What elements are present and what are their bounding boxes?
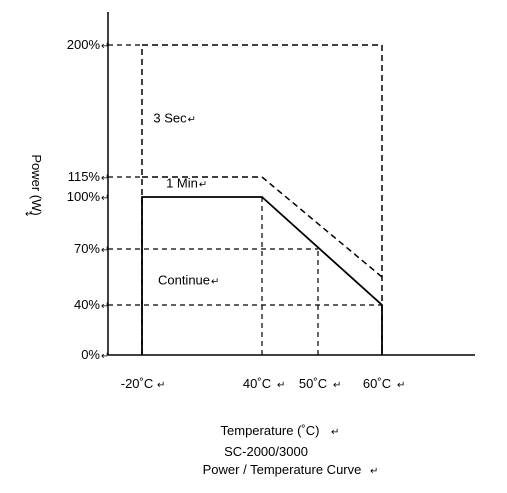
region-labels: 3 Sec ↵1 Min ↵Continue ↵ [153, 111, 219, 288]
series-lines [141, 44, 383, 355]
paragraph-mark: ↵ [101, 301, 109, 312]
x-tick-label: -20˚C [121, 376, 154, 391]
paragraph-mark: ↵ [277, 380, 285, 391]
paragraph-mark: ↵ [101, 193, 109, 204]
region-label: 1 Min [166, 176, 198, 191]
paragraph-mark: ↵ [199, 180, 207, 191]
paragraph-mark: ↵ [397, 380, 405, 391]
y-tick-label: 0% [81, 347, 100, 362]
region-label: 3 Sec [153, 111, 187, 126]
paragraph-mark: ↵ [370, 466, 378, 477]
x-tick-label: 40˚C [243, 376, 271, 391]
paragraph-mark: ↵ [211, 276, 219, 287]
series-line-2 [142, 176, 383, 278]
y-tick-label: 100% [67, 189, 101, 204]
axes [107, 12, 475, 356]
paragraph-mark: ↵ [25, 209, 33, 220]
y-axis-label: Power (W) [29, 154, 44, 215]
series-line-3-sec [141, 44, 383, 355]
paragraph-mark: ↵ [101, 245, 109, 256]
x-axis-label: Temperature (˚C) [221, 423, 320, 438]
y-tick-label: 200% [67, 37, 101, 52]
x-tick-label: 60˚C [363, 376, 391, 391]
tick-labels: 0% ↵40% ↵70% ↵100% ↵115% ↵200% ↵-20˚C ↵ 40˚C ↵ 50˚… [67, 37, 406, 391]
region-label: Continue [158, 272, 210, 287]
paragraph-mark: ↵ [157, 380, 165, 391]
reference-lines [108, 44, 382, 355]
paragraph-mark: ↵ [331, 427, 339, 438]
y-tick-label: 115% [68, 169, 101, 184]
paragraph-mark: ↵ [101, 173, 109, 184]
paragraph-mark: ↵ [333, 380, 341, 391]
paragraph-mark: ↵ [188, 115, 196, 126]
paragraph-mark: ↵ [101, 41, 109, 52]
paragraph-mark: ↵ [101, 351, 109, 362]
y-tick-label: 40% [74, 297, 100, 312]
chart-title: Power / Temperature Curve [203, 462, 362, 477]
chart-subtitle: SC-2000/3000 [224, 444, 308, 459]
y-tick-label: 70% [74, 241, 100, 256]
x-tick-label: 50˚C [299, 376, 327, 391]
